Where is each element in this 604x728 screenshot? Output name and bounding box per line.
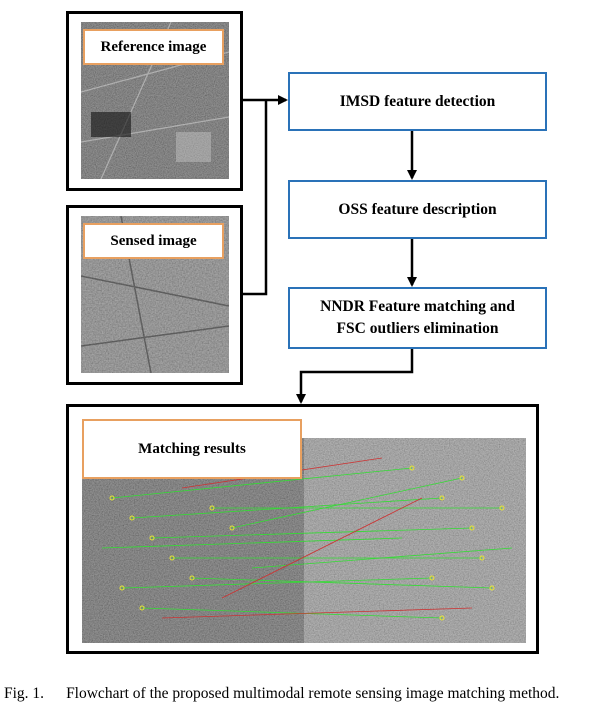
- sensed-image-frame: Sensed image: [66, 205, 243, 385]
- match-lines: [101, 457, 513, 619]
- sensed-to-detection-connector: [243, 100, 268, 296]
- step-feature-detection: IMSD feature detection: [288, 72, 547, 131]
- matching-results-frame: Matching results: [66, 404, 539, 654]
- matching-results-label: Matching results: [82, 419, 302, 479]
- sensed-image-label: Sensed image: [83, 223, 224, 259]
- reference-image-label: Reference image: [83, 29, 224, 65]
- figure-caption-label: Fig. 1.: [4, 685, 45, 702]
- step-matching-line2: FSC outliers elimination: [336, 320, 499, 337]
- step-matching-outlier-elimination: NNDR Feature matching and FSC outliers e…: [288, 287, 547, 349]
- matching-to-results-arrow: [296, 349, 414, 404]
- figure-caption-text: Flowchart of the proposed multimodal rem…: [66, 685, 560, 702]
- keypoints: [109, 465, 505, 621]
- step-feature-description: OSS feature description: [288, 180, 547, 239]
- reference-image-frame: Reference image: [66, 11, 243, 191]
- step-matching-line1: NNDR Feature matching and: [320, 298, 515, 315]
- figure-caption: Fig. 1. Flowchart of the proposed multimo…: [4, 683, 602, 704]
